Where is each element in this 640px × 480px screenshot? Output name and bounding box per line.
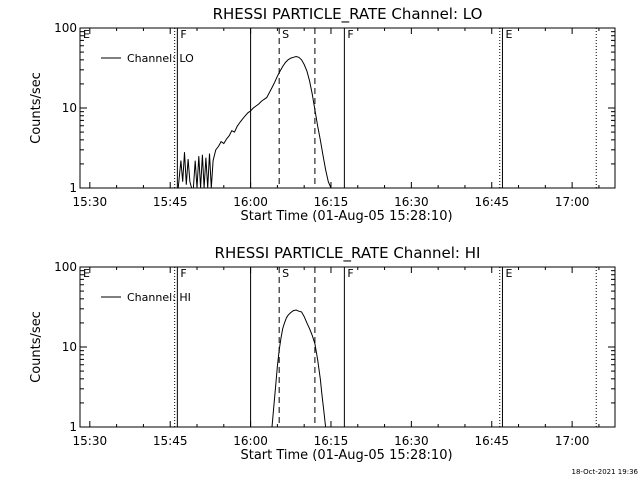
panel-1-marker-label: E [505,28,512,41]
panel-1-x-axis-label: Start Time (01-Aug-05 15:28:10) [240,209,452,224]
panel-2-x-tick-label: 16:30 [394,434,429,448]
panel-2-marker-label: S [282,267,289,280]
panel-1-x-tick-label: 16:30 [394,195,429,209]
panel-1-y-tick-label: 100 [54,21,77,35]
panel-1-x-tick-label: 16:00 [233,195,268,209]
panel-2-marker-label: E [505,267,512,280]
panel-2-x-tick-label: 17:00 [555,434,590,448]
panel-2-legend-label: Channel: HI [127,291,191,304]
panel-1-legend-label: Channel: LO [127,52,194,65]
panel-1-marker-label: S [282,28,289,41]
panel-2-x-tick-label: 15:30 [73,434,108,448]
panel-1-x-tick-label: 15:45 [153,195,188,209]
panel-1-marker-label: E [83,28,90,41]
panel-1-x-tick-label: 16:15 [314,195,349,209]
footer-timestamp: 18-Oct-2021 19:36 [571,468,638,476]
panel-1-x-tick-label: 15:30 [73,195,108,209]
panel-1-x-tick-label: 16:45 [474,195,509,209]
panel-2-series-line [271,309,327,428]
panel-2-x-tick-label: 15:45 [153,434,188,448]
panel-2-y-axis-label: Counts/sec [29,311,44,383]
panel-1-x-tick-label: 17:00 [555,195,590,209]
panel-2-marker-label: F [347,267,353,280]
panel-1-chart-title: RHESSI PARTICLE_RATE Channel: LO [213,5,483,24]
panel-2-marker-label: E [83,267,90,280]
panel-1-y-axis-label: Counts/sec [29,72,44,144]
panel-1-y-tick-label: 1 [69,181,77,195]
panel-1-marker-label: F [180,28,186,41]
panel-1-series-line [177,55,332,189]
panel-2-y-tick-label: 1 [69,420,77,434]
panel-2-x-tick-label: 16:15 [314,434,349,448]
panel-2-y-tick-label: 100 [54,260,77,274]
panel-1-y-tick-label: 10 [62,101,77,115]
panel-2-x-tick-label: 16:00 [233,434,268,448]
panel-2-y-tick-label: 10 [62,340,77,354]
panel-2-marker-label: F [180,267,186,280]
panel-2-x-axis-label: Start Time (01-Aug-05 15:28:10) [240,448,452,463]
panel-1-marker-label: F [347,28,353,41]
panel-2-x-tick-label: 16:45 [474,434,509,448]
panel-2-chart-title: RHESSI PARTICLE_RATE Channel: HI [215,244,481,263]
